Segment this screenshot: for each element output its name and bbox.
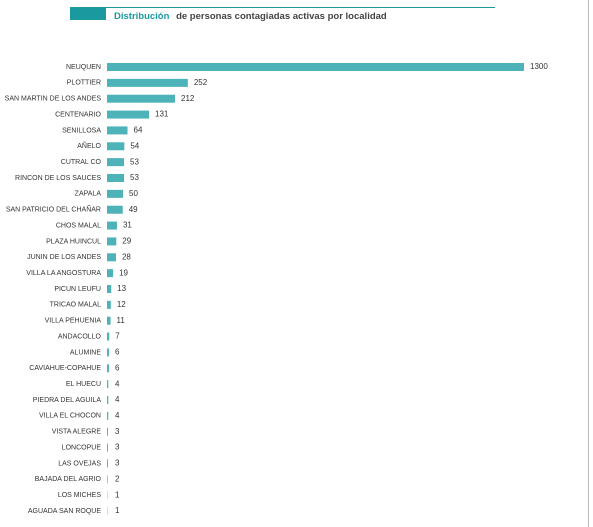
- category-label: VILLA EL CHOCON: [39, 413, 101, 420]
- category-label: ALUMINE: [70, 349, 101, 356]
- bar: [107, 126, 128, 135]
- value-label: 212: [181, 94, 195, 103]
- value-label: 19: [119, 268, 128, 277]
- category-label: AGUADA SAN ROQUE: [28, 508, 101, 515]
- bar: [107, 364, 109, 373]
- value-label: 50: [129, 189, 138, 198]
- bar: [107, 443, 108, 452]
- category-label: ANDACOLLO: [58, 333, 102, 340]
- value-label: 53: [130, 157, 139, 166]
- category-label: RINCON DE LOS SAUCES: [15, 175, 101, 182]
- category-label: SENILLOSA: [62, 127, 101, 134]
- title-highlight: Distribución: [114, 11, 170, 22]
- bar: [107, 285, 112, 293]
- value-label: 3: [115, 443, 120, 452]
- bar: [107, 475, 108, 484]
- value-label: 54: [130, 141, 139, 150]
- category-label: CENTENARIO: [55, 111, 101, 118]
- title-rest: de personas contagiadas activas por loca…: [176, 11, 387, 22]
- category-label: SAN PATRICIO DEL CHAÑAR: [6, 205, 101, 214]
- bar: [107, 427, 108, 436]
- value-label: 11: [117, 316, 126, 325]
- value-label: 64: [134, 126, 143, 135]
- bar: [107, 316, 111, 325]
- category-label: PICUN LEUFU: [54, 286, 101, 293]
- category-label: VISTA ALEGRE: [52, 429, 102, 436]
- bar: [107, 142, 125, 151]
- category-label: LAS OVEJAS: [58, 460, 101, 467]
- bar: [107, 189, 124, 198]
- category-label: EL HUECU: [66, 381, 101, 388]
- category-label: AÑELO: [77, 141, 101, 150]
- bar: [107, 63, 524, 71]
- bar: [107, 205, 123, 214]
- category-label: BAJADA DEL AGRIO: [35, 476, 102, 483]
- category-label: CHOS MALAL: [56, 222, 101, 229]
- bar: [107, 269, 114, 278]
- value-label: 49: [129, 205, 138, 214]
- category-label: SAN MARTIN DE LOS ANDES: [5, 96, 102, 103]
- value-label: 6: [115, 348, 120, 357]
- value-label: 4: [115, 411, 120, 420]
- bar: [107, 237, 117, 246]
- bar: [107, 300, 111, 309]
- value-label: 6: [115, 363, 120, 372]
- value-label: 4: [115, 395, 120, 404]
- bar: [107, 221, 117, 230]
- value-label: 31: [123, 221, 132, 230]
- bar: [107, 380, 109, 389]
- bar: [107, 158, 125, 167]
- bar: [107, 411, 109, 420]
- category-label: LONCOPUE: [62, 444, 102, 451]
- value-label: 1300: [530, 62, 548, 71]
- value-label: 4: [115, 379, 120, 388]
- value-label: 7: [115, 332, 120, 341]
- value-label: 13: [117, 284, 126, 293]
- category-label: PIEDRA DEL AGUILA: [33, 397, 102, 404]
- value-label: 2: [115, 474, 120, 483]
- bar: [107, 94, 176, 103]
- bar: [107, 459, 108, 468]
- bar: [107, 253, 116, 262]
- chart-title: Distribución de personas contagiadas act…: [114, 11, 387, 22]
- category-label: VILLA LA ANGOSTURA: [26, 270, 101, 277]
- category-label: NEUQUEN: [66, 64, 101, 71]
- category-label: TRICAO MALAL: [50, 302, 101, 309]
- title-marker: [70, 7, 106, 20]
- value-label: 3: [115, 459, 120, 468]
- bar: [107, 174, 125, 182]
- value-label: 53: [130, 173, 139, 182]
- category-label: LOS MICHES: [58, 492, 102, 499]
- value-label: 1: [115, 490, 120, 499]
- bar: [107, 110, 150, 119]
- value-label: 131: [155, 110, 169, 119]
- category-label: JUNIN DE LOS ANDES: [27, 254, 101, 261]
- category-label: PLOTTIER: [67, 80, 101, 87]
- category-label: ZAPALA: [75, 191, 102, 198]
- value-label: 252: [194, 78, 208, 87]
- category-label: PLAZA HUINCUL: [46, 238, 101, 245]
- bar: [107, 348, 109, 357]
- value-label: 28: [122, 252, 131, 261]
- value-label: 29: [122, 237, 131, 246]
- value-label: 3: [115, 427, 120, 436]
- bar: [107, 396, 109, 404]
- bar: [107, 78, 188, 87]
- category-label: CAVIAHUE-COPAHUE: [29, 365, 101, 372]
- value-label: 1: [115, 506, 120, 515]
- category-label: VILLA PEHUENIA: [45, 318, 102, 325]
- value-label: 12: [117, 300, 126, 309]
- category-label: CUTRAL CO: [61, 159, 102, 166]
- bar: [107, 332, 110, 341]
